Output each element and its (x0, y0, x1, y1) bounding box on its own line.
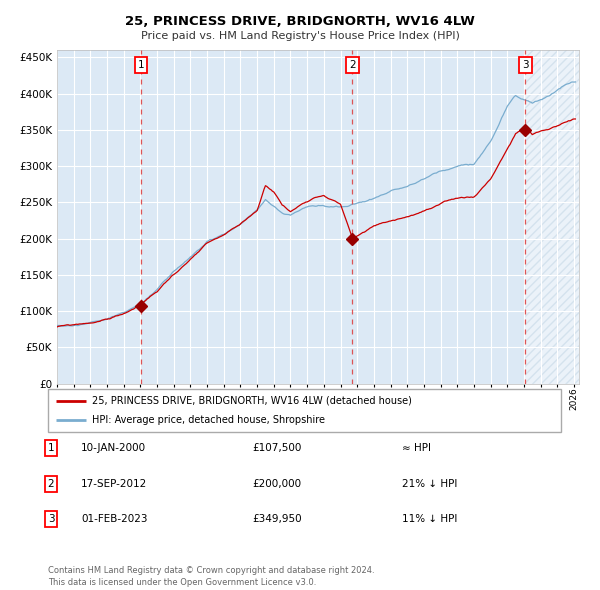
Text: 1: 1 (47, 444, 55, 453)
Text: Price paid vs. HM Land Registry's House Price Index (HPI): Price paid vs. HM Land Registry's House … (140, 31, 460, 41)
Text: £200,000: £200,000 (252, 479, 301, 489)
Bar (525, 50, 579, 384)
Text: 10-JAN-2000: 10-JAN-2000 (81, 444, 146, 453)
Text: 2: 2 (47, 479, 55, 489)
Text: 17-SEP-2012: 17-SEP-2012 (81, 479, 147, 489)
Text: 01-FEB-2023: 01-FEB-2023 (81, 514, 148, 524)
Text: ≈ HPI: ≈ HPI (402, 444, 431, 453)
Text: Contains HM Land Registry data © Crown copyright and database right 2024.
This d: Contains HM Land Registry data © Crown c… (48, 566, 374, 587)
Text: 25, PRINCESS DRIVE, BRIDGNORTH, WV16 4LW (detached house): 25, PRINCESS DRIVE, BRIDGNORTH, WV16 4LW… (92, 396, 412, 406)
Bar (525, 50, 579, 384)
Text: 1: 1 (137, 60, 144, 70)
Text: £107,500: £107,500 (252, 444, 301, 453)
Text: 21% ↓ HPI: 21% ↓ HPI (402, 479, 457, 489)
Text: 25, PRINCESS DRIVE, BRIDGNORTH, WV16 4LW: 25, PRINCESS DRIVE, BRIDGNORTH, WV16 4LW (125, 15, 475, 28)
Text: HPI: Average price, detached house, Shropshire: HPI: Average price, detached house, Shro… (92, 415, 325, 425)
Text: 2: 2 (349, 60, 356, 70)
Text: 3: 3 (522, 60, 529, 70)
Text: £349,950: £349,950 (252, 514, 302, 524)
Text: 3: 3 (47, 514, 55, 524)
Text: 11% ↓ HPI: 11% ↓ HPI (402, 514, 457, 524)
